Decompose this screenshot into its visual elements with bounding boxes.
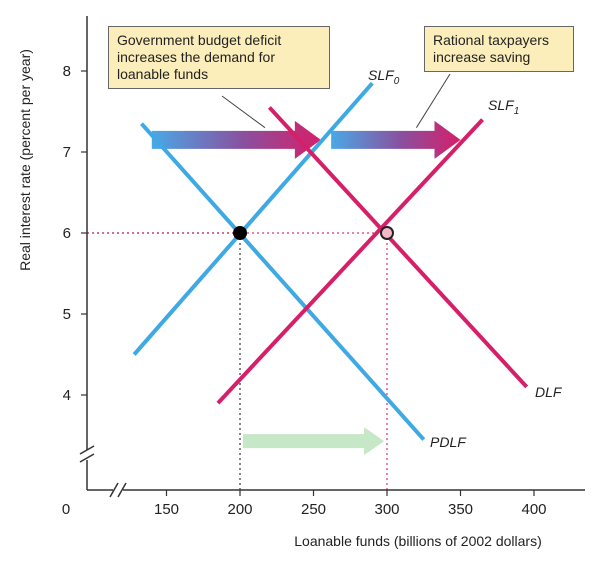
x-tick-label-1: 200 — [227, 501, 252, 518]
annotation-saving: Rational taxpayers increase saving — [424, 26, 574, 72]
x-tick-label-5: 400 — [521, 501, 546, 518]
x-axis-break-gap — [113, 484, 123, 496]
y-tick-label-4: 8 — [63, 63, 71, 80]
annotation-deficit: Government budget deficit increases the … — [108, 26, 330, 89]
x-axis-break-mark-1 — [109, 482, 119, 498]
equilibrium-point-0 — [233, 226, 247, 240]
y-tick-label-2: 6 — [63, 225, 71, 242]
x-axis-label: Loanable funds (billions of 2002 dollars… — [294, 533, 542, 549]
curve-label-slf1: SLF1 — [488, 97, 519, 117]
annotation-pointer-1 — [415, 73, 451, 128]
curve-slf0 — [132, 81, 374, 356]
curve-pdlf — [140, 122, 426, 441]
curve-slf1 — [216, 118, 485, 405]
x-tick-label-0: 150 — [154, 501, 179, 518]
annotation-saving-line-1: Rational taxpayers — [433, 32, 549, 48]
annotation-deficit-line-3: loanable funds — [117, 66, 209, 82]
quantity-arrow — [242, 427, 385, 456]
y-axis-break-mark-2 — [79, 453, 95, 463]
annotation-pointer-0 — [221, 95, 266, 129]
y-tick-label-3: 7 — [63, 144, 71, 161]
annotation-saving-line-2: increase saving — [433, 49, 531, 65]
y-tick-label-1: 5 — [63, 306, 71, 323]
equilibrium-point-1 — [380, 226, 394, 240]
curve-label-slf0: SLF0 — [368, 67, 400, 87]
x-tick-label-3: 300 — [374, 501, 399, 518]
x-tick-label-4: 350 — [448, 501, 473, 518]
y-axis-label: Real interest rate (percent per year) — [17, 49, 33, 271]
curve-label-pdlf: PDLF — [430, 434, 467, 450]
x-axis-break-mark-2 — [117, 482, 127, 498]
annotation-deficit-line-2: increases the demand for — [117, 49, 275, 65]
origin-label: 0 — [62, 501, 70, 518]
curve-label-dlf: DLF — [535, 384, 563, 400]
y-axis-break-mark-1 — [79, 445, 95, 455]
y-tick-label-0: 4 — [63, 387, 71, 404]
curve-dlf — [267, 106, 529, 389]
shift-arrow-0 — [151, 120, 321, 159]
annotation-deficit-line-1: Government budget deficit — [117, 32, 282, 48]
y-axis-break-gap — [81, 450, 93, 460]
shift-arrow-1 — [331, 120, 461, 159]
x-tick-label-2: 250 — [301, 501, 326, 518]
